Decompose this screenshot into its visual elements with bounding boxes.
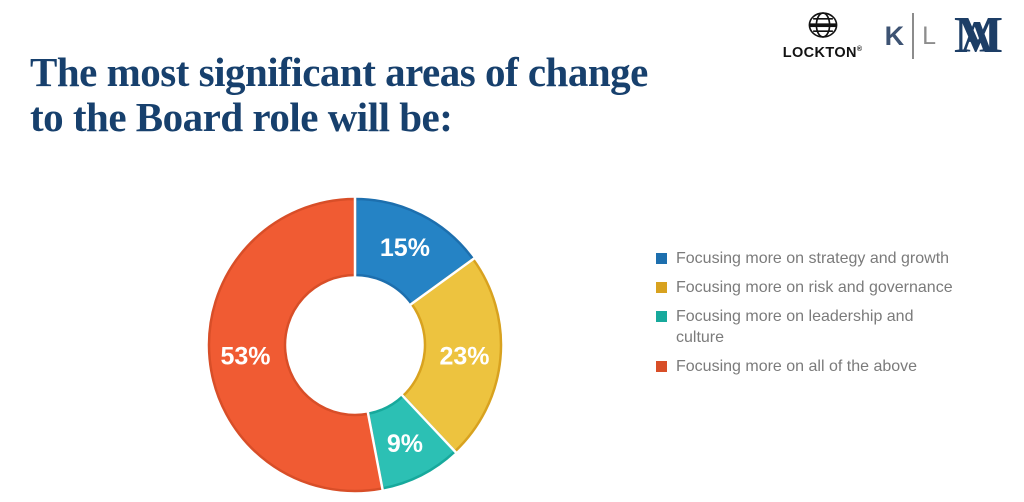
legend-item: Focusing more on all of the above	[656, 356, 956, 377]
legend-swatch	[656, 361, 667, 372]
slice-label: 9%	[387, 430, 423, 458]
legend-item: Focusing more on strategy and growth	[656, 248, 956, 269]
kl-logo-l: L	[922, 21, 936, 50]
donut-slice	[207, 197, 384, 493]
kl-logo-divider	[912, 13, 915, 59]
donut-slice	[401, 257, 503, 453]
legend-swatch	[656, 282, 667, 293]
lockton-wordmark: LOCKTON®	[782, 45, 863, 61]
page-title-line-1: The most significant areas of change	[30, 49, 648, 95]
logo-strip: LOCKTON® K L M A	[777, 7, 1010, 64]
am-monogram-logo: M A	[952, 7, 1010, 64]
kl-logo-k: K	[884, 20, 905, 51]
monogram-letter-m: M	[954, 7, 1004, 64]
slice-label: 15%	[380, 234, 430, 262]
legend-label: Focusing more on leadership and culture	[676, 308, 914, 346]
legend-item: Focusing more on leadership and culture	[656, 306, 956, 348]
legend-swatch	[656, 311, 667, 322]
slice-label: 53%	[220, 342, 270, 370]
legend-swatch	[656, 253, 667, 264]
donut-chart: 15% 23% 9% 53%	[205, 195, 505, 495]
kl-logo: K L	[885, 13, 936, 59]
slice-separator	[400, 393, 458, 454]
page-title-line-2: to the Board role will be:	[30, 94, 453, 140]
chart-legend: Focusing more on strategy and growth Focu…	[656, 248, 956, 385]
slice-separator	[409, 256, 476, 307]
legend-label: Focusing more on all of the above	[676, 358, 918, 375]
legend-label: Focusing more on strategy and growth	[676, 250, 950, 267]
legend-label: Focusing more on risk and governance	[676, 279, 953, 296]
lockton-logo: LOCKTON®	[777, 11, 869, 61]
globe-icon	[806, 11, 840, 44]
legend-item: Focusing more on risk and governance	[656, 277, 956, 298]
registered-mark: ®	[856, 46, 863, 54]
monogram-letter-a: A	[961, 12, 993, 61]
slice-separator	[366, 411, 384, 491]
slice-label: 23%	[439, 342, 489, 370]
page-title: The most significant areas of change to …	[30, 50, 850, 140]
